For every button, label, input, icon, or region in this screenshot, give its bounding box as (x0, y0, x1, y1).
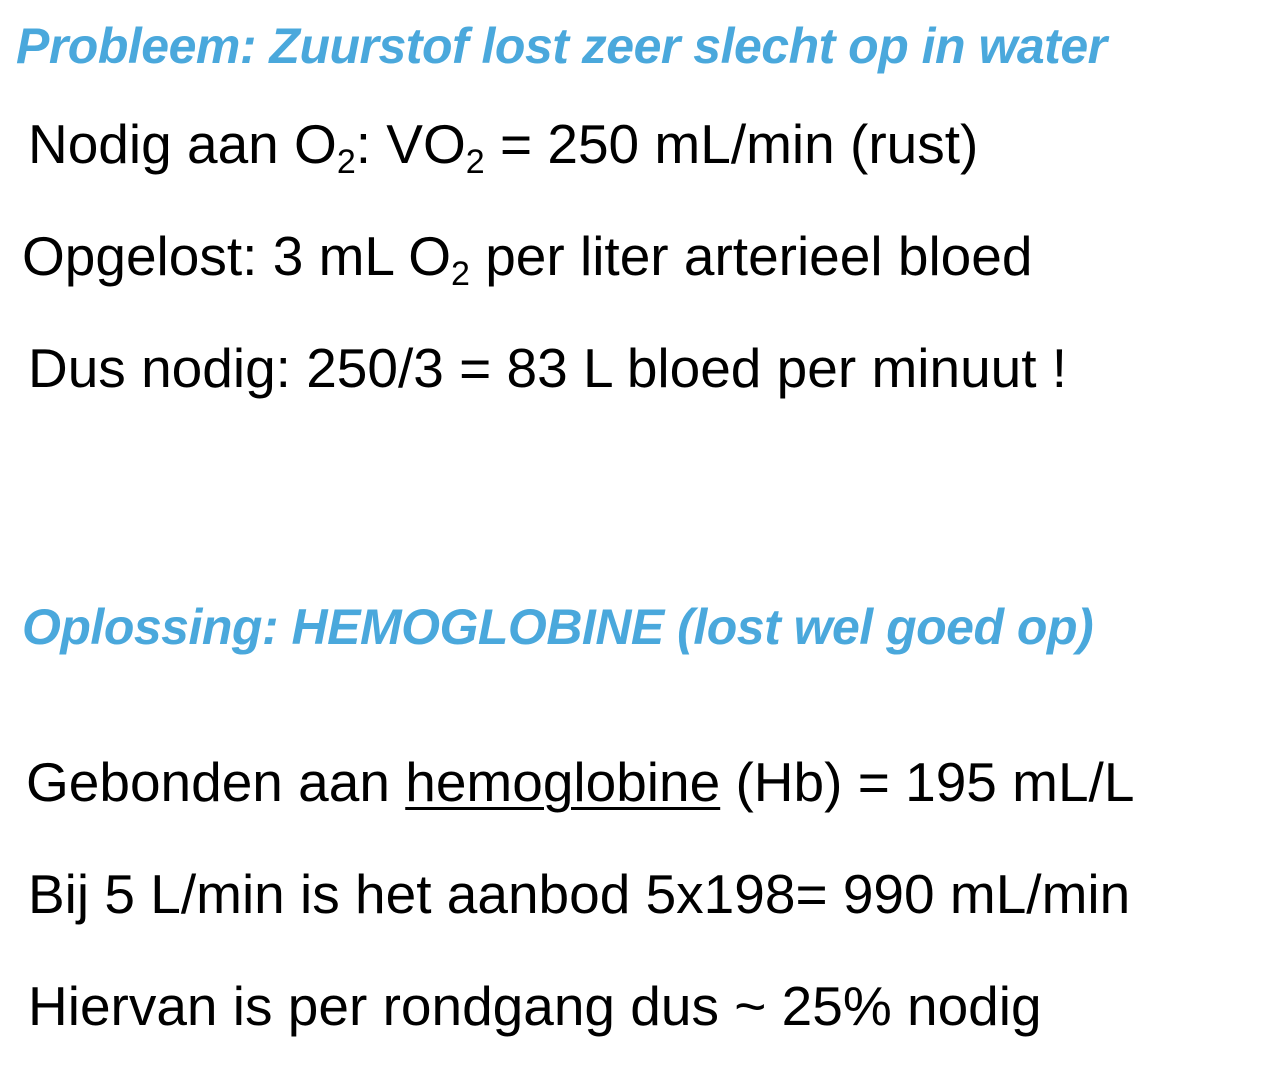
hemoglobin-underlined-term: hemoglobine (405, 751, 721, 813)
oxygen-requirement-text-b: : VO (355, 113, 466, 175)
oxygen-subscript: 2 (336, 143, 356, 181)
oxygen-requirement-line: Nodig aan O2: VO2 = 250 mL/min (rust) (28, 112, 979, 179)
supply-line: Bij 5 L/min is het aanbod 5x198= 990 mL/… (28, 863, 1131, 925)
vo2-subscript: 2 (465, 143, 485, 181)
dissolved-oxygen-subscript: 2 (451, 255, 470, 293)
oxygen-requirement-text-c: = 250 mL/min (rust) (484, 113, 979, 175)
solution-heading: Oplossing: HEMOGLOBINE (lost wel goed op… (22, 599, 1094, 655)
per-circulation-line: Hiervan is per rondgang dus ~ 25% nodig (28, 975, 1042, 1037)
blood-needed-line: Dus nodig: 250/3 = 83 L bloed per minuut… (28, 337, 1068, 399)
dissolved-oxygen-text-b: per liter arterieel bloed (469, 225, 1033, 287)
hemoglobin-bound-text-a: Gebonden aan (26, 751, 406, 813)
problem-heading: Probleem: Zuurstof lost zeer slecht op i… (16, 18, 1107, 74)
hemoglobin-bound-text-b: (Hb) = 195 mL/L (720, 751, 1135, 813)
oxygen-requirement-text-a: Nodig aan O (28, 113, 337, 175)
dissolved-oxygen-line: Opgelost: 3 mL O2 per liter arterieel bl… (22, 224, 1033, 291)
dissolved-oxygen-text-a: Opgelost: 3 mL O (22, 225, 451, 287)
hemoglobin-bound-line: Gebonden aan hemoglobine (Hb) = 195 mL/L (26, 750, 1134, 814)
